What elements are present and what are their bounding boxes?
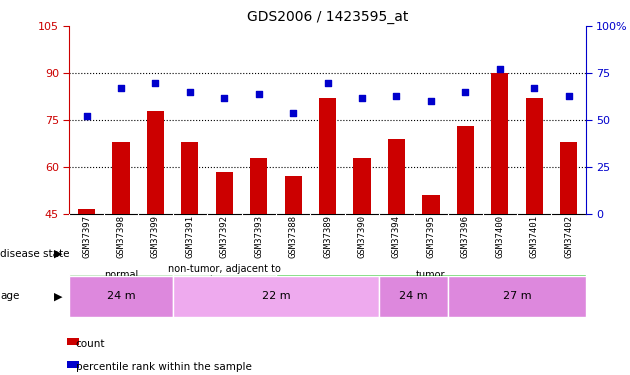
Bar [69, 274, 173, 276]
Point [357, 94, 367, 100]
Bar [276, 274, 586, 276]
Point [116, 85, 126, 91]
Text: normal: normal [104, 270, 138, 280]
Bar [173, 276, 379, 317]
Point [426, 98, 436, 104]
Text: non-tumor, adjacent to
tumor: non-tumor, adjacent to tumor [168, 264, 281, 285]
Bar [173, 274, 276, 276]
Text: count: count [76, 339, 105, 350]
Text: GSM37401: GSM37401 [530, 214, 539, 258]
Text: GSM37395: GSM37395 [427, 214, 435, 258]
Bar [448, 276, 586, 317]
Text: GSM37396: GSM37396 [461, 214, 470, 258]
Text: GSM37392: GSM37392 [220, 214, 229, 258]
Bar [525, 98, 543, 214]
Text: tumor: tumor [416, 270, 445, 280]
Text: GSM37389: GSM37389 [323, 214, 332, 258]
Text: 27 m: 27 m [503, 291, 531, 301]
Text: GSM37393: GSM37393 [255, 214, 263, 258]
Bar [112, 142, 130, 214]
Text: GSM37399: GSM37399 [151, 214, 160, 258]
Text: ▶: ▶ [54, 249, 62, 259]
Point [288, 110, 298, 116]
Text: ▶: ▶ [54, 291, 62, 301]
Text: GSM37400: GSM37400 [495, 214, 504, 258]
Bar [422, 195, 440, 214]
Point [495, 66, 505, 72]
Text: age: age [0, 291, 20, 301]
Bar [457, 126, 474, 214]
Text: GSM37388: GSM37388 [289, 214, 297, 258]
Point [185, 89, 195, 95]
Bar [250, 158, 267, 214]
Text: GSM37391: GSM37391 [185, 214, 194, 258]
Bar [388, 139, 405, 214]
Point [151, 80, 161, 86]
Point [254, 91, 264, 97]
Bar [560, 142, 577, 214]
Bar [215, 172, 233, 214]
Point [219, 94, 229, 100]
Text: disease state: disease state [0, 249, 69, 259]
Point [81, 113, 91, 119]
Text: 24 m: 24 m [399, 291, 428, 301]
Point [529, 85, 539, 91]
Bar [69, 276, 173, 317]
Bar [353, 158, 370, 214]
Text: GSM37402: GSM37402 [564, 214, 573, 258]
Point [391, 93, 401, 99]
Bar [379, 276, 448, 317]
Text: 22 m: 22 m [261, 291, 290, 301]
Text: GSM37394: GSM37394 [392, 214, 401, 258]
Text: GSM37397: GSM37397 [82, 214, 91, 258]
Point [564, 93, 574, 99]
Bar [78, 209, 95, 214]
Bar [285, 176, 302, 214]
Text: GSM37398: GSM37398 [117, 214, 125, 258]
Bar [491, 73, 508, 214]
Point [323, 80, 333, 86]
Title: GDS2006 / 1423595_at: GDS2006 / 1423595_at [247, 10, 408, 24]
Text: percentile rank within the sample: percentile rank within the sample [76, 362, 251, 372]
Text: 24 m: 24 m [106, 291, 135, 301]
Text: GSM37390: GSM37390 [358, 214, 367, 258]
Bar [319, 98, 336, 214]
Bar [181, 142, 198, 214]
Bar [147, 111, 164, 214]
Point [461, 89, 471, 95]
